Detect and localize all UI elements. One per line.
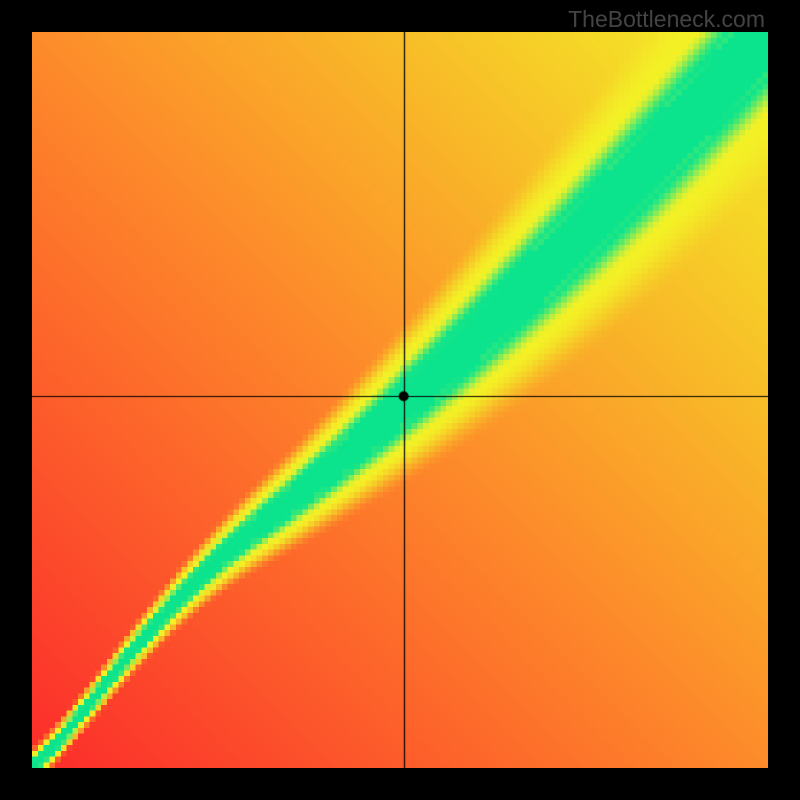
- watermark-text: TheBottleneck.com: [568, 6, 765, 33]
- overlay-canvas: [32, 32, 768, 768]
- chart-container: TheBottleneck.com: [0, 0, 800, 800]
